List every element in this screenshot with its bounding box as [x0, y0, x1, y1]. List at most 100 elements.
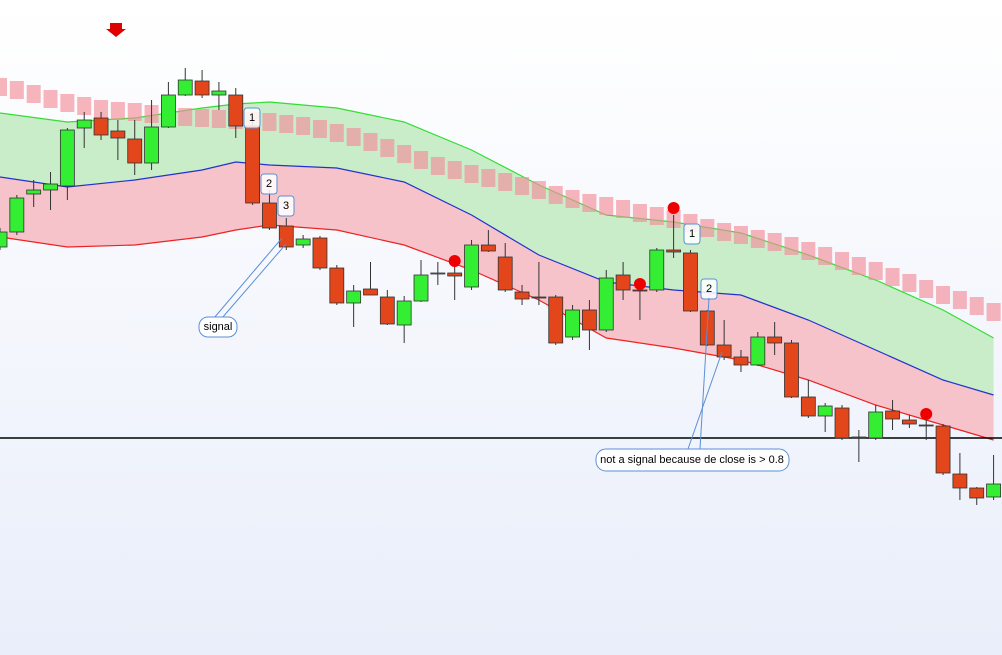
cloud-box [851, 257, 866, 275]
signal-callout: signal [198, 237, 287, 338]
candle-body [430, 272, 446, 275]
candle-body [262, 202, 277, 229]
cloud-box [986, 303, 1001, 321]
cloud-box [616, 200, 631, 218]
cloud-box [77, 97, 92, 115]
candle-body [194, 80, 210, 96]
candle-body [885, 410, 900, 420]
band-line [0, 161, 994, 396]
candle-body [346, 290, 362, 304]
cloud-box [329, 124, 344, 142]
candle-body [716, 344, 732, 358]
cloud-box [279, 115, 294, 133]
candle-body [93, 117, 109, 136]
cloud-box [885, 268, 900, 286]
label-text: 1 [689, 228, 695, 240]
label-box [277, 195, 295, 217]
cloud-box [211, 110, 226, 128]
connector [699, 297, 710, 450]
candle-body [480, 244, 496, 252]
label-box [683, 223, 701, 245]
candle-body [784, 342, 799, 398]
candle-body [363, 288, 378, 296]
cloud-box [481, 169, 496, 187]
candle-body [144, 126, 159, 164]
candle-body [935, 425, 951, 474]
callout-box [595, 448, 790, 472]
candle-body [295, 238, 311, 246]
candle-body [918, 424, 934, 427]
signal-dot [667, 202, 680, 214]
candle-body [447, 272, 463, 277]
cloud-box [430, 157, 445, 175]
cloud-box [346, 128, 361, 146]
callout-text: signal [204, 321, 233, 333]
cloud-box [447, 161, 462, 179]
connector [221, 243, 287, 319]
cloud-box [312, 120, 327, 138]
callout-text: not a signal because de close is > 0.8 [600, 454, 784, 466]
cloud-box [868, 262, 883, 280]
band-fill [0, 162, 994, 440]
cloud-box [548, 186, 563, 204]
candle-body [379, 296, 395, 325]
candle-body [110, 130, 126, 139]
candle-body [531, 296, 547, 299]
cloud-box [397, 145, 412, 163]
candle-body [548, 296, 564, 344]
cloud-box [649, 207, 664, 225]
candle-body [9, 197, 25, 233]
candle-body [76, 119, 92, 129]
label-text: 2 [706, 283, 712, 295]
cloud-box [531, 181, 546, 199]
candle-body [0, 231, 8, 248]
candle-body [733, 356, 749, 366]
cloud-box [43, 90, 58, 108]
cloud-box [26, 85, 41, 103]
candle-body [245, 125, 261, 204]
signal-dot [448, 255, 461, 267]
candle-body [986, 483, 1001, 498]
candle-body [649, 249, 665, 291]
cloud-box [969, 297, 984, 315]
cloud-box [801, 242, 816, 260]
cloud-box [565, 190, 580, 208]
label-text: 3 [283, 200, 289, 212]
candle-body [396, 300, 412, 326]
signal-dot [920, 408, 933, 420]
cloud-box [767, 233, 782, 251]
cloud-box [784, 237, 799, 255]
candle-body [952, 473, 968, 489]
cloud-box [952, 291, 967, 309]
not-signal-callout: not a signal because de close is > 0.8 [595, 297, 790, 472]
label-text: 2 [266, 178, 272, 190]
candle-body [413, 274, 429, 302]
connector [687, 351, 723, 450]
label-text: 1 [249, 112, 255, 124]
candle-body [127, 138, 143, 164]
candle-body [969, 487, 985, 499]
candle-body [666, 249, 682, 253]
candle-body [632, 289, 648, 292]
cloud-box [750, 230, 765, 248]
candle-body [817, 405, 833, 417]
cloud-box [919, 280, 934, 298]
candle-body [683, 252, 698, 312]
candle-body [329, 267, 345, 304]
cloud-box [582, 194, 597, 212]
cloud-box [380, 139, 395, 157]
cloud-box [262, 113, 277, 131]
candle-body [834, 407, 850, 439]
candle-body [615, 274, 631, 291]
candle-body [278, 225, 294, 248]
cloud-box [296, 117, 311, 135]
candle-body [312, 237, 328, 269]
cloud-box [127, 103, 142, 121]
cloud-box [60, 94, 75, 112]
candle-body [26, 189, 42, 195]
candle-body [177, 79, 193, 96]
candle-body [598, 277, 614, 331]
signal-dot [633, 278, 646, 290]
cloud-box [178, 108, 193, 126]
